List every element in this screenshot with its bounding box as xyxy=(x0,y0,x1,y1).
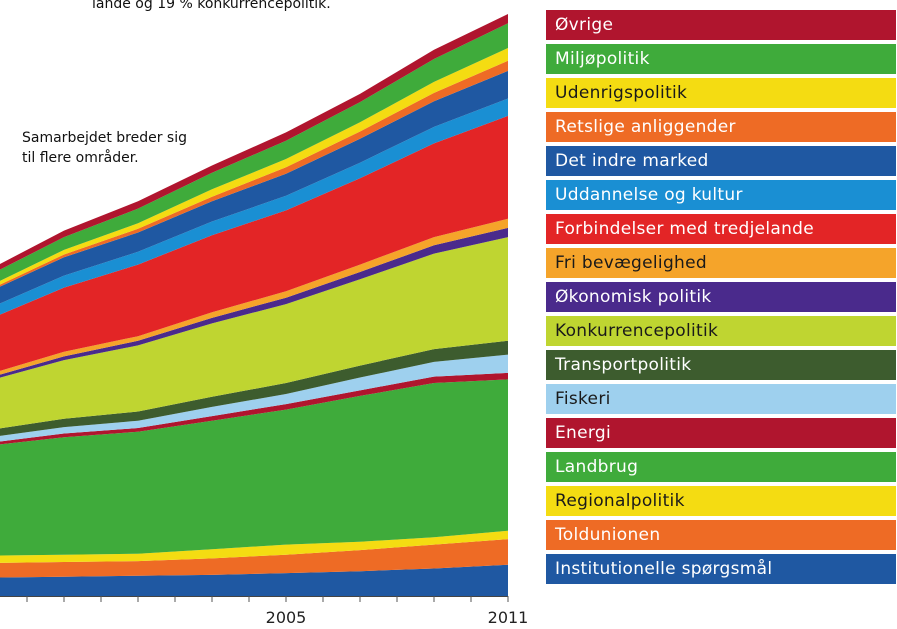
area-øvrige xyxy=(0,14,508,270)
annotation-middle-line2: til flere områder. xyxy=(22,150,139,166)
area-toldunionen xyxy=(0,539,508,578)
area-miljøpolitik xyxy=(0,23,508,281)
annotation-middle-line1: Samarbejdet breder sig xyxy=(22,130,187,146)
legend-item-miljøpolitik: Miljøpolitik xyxy=(546,43,896,75)
legend-item-transportpolitik: Transportpolitik xyxy=(546,349,896,381)
legend: Øvrige Miljøpolitik Udenrigspolitik Retslig… xyxy=(546,10,896,588)
stacked-area-chart: 2005 2011 xyxy=(0,14,528,627)
legend-item-udenrigspolitik: Udenrigspolitik xyxy=(546,77,896,109)
area-retslige-anliggender xyxy=(0,60,508,287)
area-landbrug xyxy=(0,379,508,556)
chart-areas xyxy=(0,14,508,596)
legend-item-det-indre-marked: Det indre marked xyxy=(546,145,896,177)
legend-item-uddannelse-og-kultur: Uddannelse og kultur xyxy=(546,179,896,211)
legend-item-fri-bevægelighed: Fri bevægelighed xyxy=(546,247,896,279)
legend-item-institutionelle-spørgsmål: Institutionelle spørgsmål xyxy=(546,553,896,585)
area-konkurrencepolitik xyxy=(0,237,508,429)
area-fiskeri xyxy=(0,354,508,442)
area-forbindelser-med-tredjelande xyxy=(0,115,508,371)
x-tick-label-2011: 2011 xyxy=(488,608,529,627)
area-energi xyxy=(0,372,508,445)
area-fri-bevægelighed xyxy=(0,218,508,375)
legend-item-konkurrencepolitik: Konkurrencepolitik xyxy=(546,315,896,347)
area-institutionelle-spørgsmål xyxy=(0,564,508,596)
area-uddannelse-og-kultur xyxy=(0,98,508,315)
x-axis: 2005 2011 xyxy=(0,596,528,627)
legend-item-forbindelser-med-tredjelande: Forbindelser med tredjelande xyxy=(546,213,896,245)
legend-item-regionalpolitik: Regionalpolitik xyxy=(546,485,896,517)
area-udenrigspolitik xyxy=(0,48,508,285)
legend-item-energi: Energi xyxy=(546,417,896,449)
area-regionalpolitik xyxy=(0,530,508,563)
legend-item-øvrige: Øvrige xyxy=(546,10,896,41)
legend-item-retslige-anliggender: Retslige anliggender xyxy=(546,111,896,143)
area-transportpolitik xyxy=(0,340,508,436)
area-økonomisk-politik xyxy=(0,227,508,378)
x-tick-label-2005: 2005 xyxy=(266,608,307,627)
legend-item-landbrug: Landbrug xyxy=(546,451,896,483)
legend-item-fiskeri: Fiskeri xyxy=(546,383,896,415)
legend-item-økonomisk-politik: Økonomisk politik xyxy=(546,281,896,313)
annotation-top: lande og 19 % konkurrencepolitik. xyxy=(92,0,331,12)
area-det-indre-marked xyxy=(0,70,508,304)
legend-item-toldunionen: Toldunionen xyxy=(546,519,896,551)
annotation-middle: Samarbejdet breder sig til flere områder… xyxy=(22,128,187,168)
